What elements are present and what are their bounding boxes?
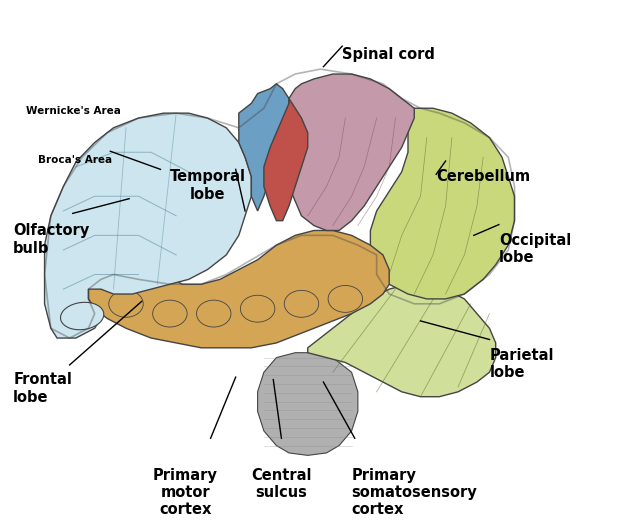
Polygon shape xyxy=(264,99,308,221)
Ellipse shape xyxy=(284,290,318,317)
Text: Spinal cord: Spinal cord xyxy=(342,47,435,62)
Text: Frontal
lobe: Frontal lobe xyxy=(13,372,72,405)
Text: Broca's Area: Broca's Area xyxy=(38,155,112,165)
Polygon shape xyxy=(371,108,514,299)
Ellipse shape xyxy=(241,295,275,322)
Text: Primary
motor
cortex: Primary motor cortex xyxy=(153,468,218,517)
Text: Central
sulcus: Central sulcus xyxy=(251,468,311,500)
Polygon shape xyxy=(289,74,414,231)
Ellipse shape xyxy=(153,300,187,327)
Ellipse shape xyxy=(328,286,362,312)
Polygon shape xyxy=(89,231,389,348)
Text: Olfactory
bulb: Olfactory bulb xyxy=(13,223,89,256)
Polygon shape xyxy=(239,84,295,211)
Ellipse shape xyxy=(109,290,143,317)
Text: Occipital
lobe: Occipital lobe xyxy=(499,233,571,265)
Polygon shape xyxy=(45,113,251,338)
Text: Parietal
lobe: Parietal lobe xyxy=(489,348,554,380)
Ellipse shape xyxy=(197,300,231,327)
Polygon shape xyxy=(308,284,495,397)
Text: Primary
somatosensory
cortex: Primary somatosensory cortex xyxy=(352,468,477,517)
Ellipse shape xyxy=(60,302,104,330)
Text: Temporal
lobe: Temporal lobe xyxy=(170,169,246,202)
Text: Cerebellum: Cerebellum xyxy=(436,169,530,184)
Polygon shape xyxy=(257,353,358,455)
Text: Wernicke's Area: Wernicke's Area xyxy=(26,106,121,116)
